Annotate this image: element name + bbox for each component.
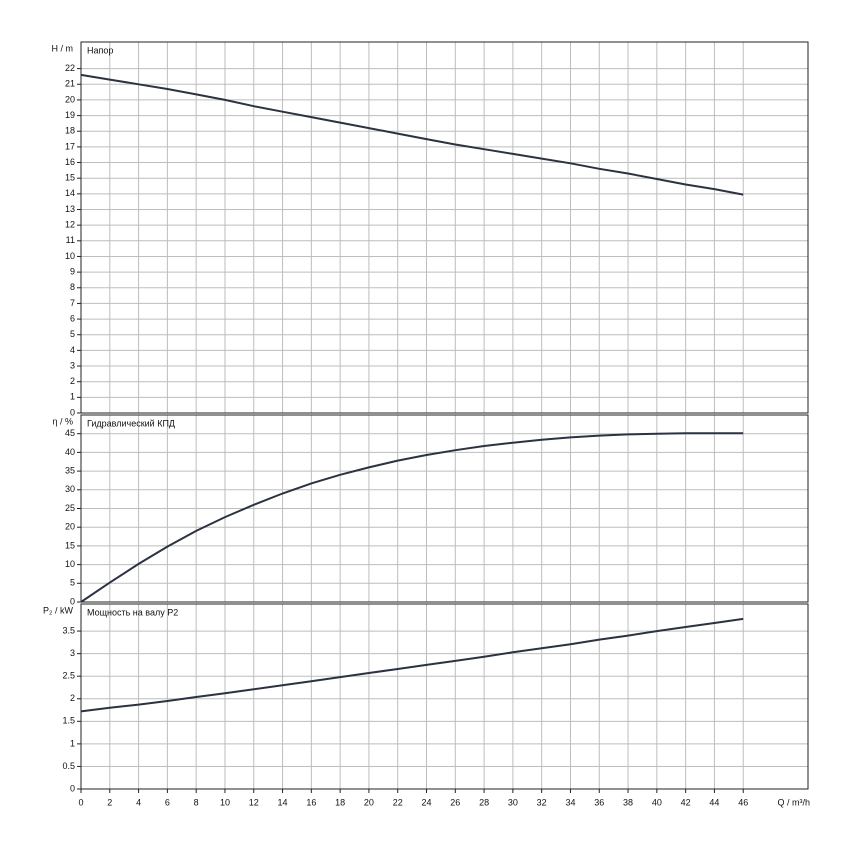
x-tick-label: 32 [537, 797, 547, 807]
y-tick-label: 2.5 [62, 671, 75, 681]
panel-title: Мощность на валу P2 [87, 607, 178, 617]
x-tick-label: 14 [278, 797, 288, 807]
y-axis-label: H / m [52, 43, 74, 53]
y-tick-label: 19 [65, 110, 75, 120]
y-tick-label: 15 [65, 173, 75, 183]
x-tick-label: 28 [479, 797, 489, 807]
y-tick-label: 16 [65, 157, 75, 167]
data-line [80, 432, 744, 603]
x-tick-label: 2 [107, 797, 112, 807]
x-tick-label: 44 [709, 797, 719, 807]
data-line [80, 617, 744, 713]
x-tick-label: 10 [220, 797, 230, 807]
y-tick-label: 0.5 [62, 761, 75, 771]
panel-title: Гидравлический КПД [87, 418, 175, 428]
x-tick-label: 26 [450, 797, 460, 807]
x-tick-label: 38 [623, 797, 633, 807]
y-tick-label: 20 [65, 94, 75, 104]
x-tick-label: 46 [738, 797, 748, 807]
y-tick-label: 1.5 [62, 716, 75, 726]
y-tick-label: 22 [65, 63, 75, 73]
y-tick-label: 11 [66, 235, 75, 245]
y-tick-label: 3.5 [62, 625, 75, 635]
y-tick-label: 25 [65, 503, 75, 513]
y-tick-label: 5 [70, 329, 75, 339]
plot-frame [80, 41, 809, 414]
x-tick-label: 40 [652, 797, 662, 807]
y-tick-label: 4 [70, 345, 75, 355]
x-tick-label: 8 [194, 797, 199, 807]
y-axis-label: η / % [52, 416, 73, 426]
y-tick-label: 12 [65, 220, 75, 230]
x-tick-label: 42 [681, 797, 691, 807]
y-tick-label: 14 [65, 188, 75, 198]
y-tick-label: 7 [70, 298, 75, 308]
x-tick-label: 36 [594, 797, 604, 807]
y-tick-label: 2 [70, 693, 75, 703]
y-tick-label: 45 [65, 428, 75, 438]
x-axis-label: Q / m³/h [777, 797, 810, 807]
y-tick-label: 17 [65, 141, 75, 151]
x-tick-label: 20 [364, 797, 374, 807]
plot-frame [80, 603, 809, 790]
y-tick-label: 0 [70, 783, 75, 793]
y-tick-label: 6 [70, 313, 75, 323]
x-tick-label: 18 [335, 797, 345, 807]
y-tick-label: 18 [65, 126, 75, 136]
x-tick-label: 30 [508, 797, 518, 807]
y-tick-label: 40 [65, 447, 75, 457]
y-tick-label: 5 [70, 578, 75, 588]
panel-title: Напор [87, 45, 113, 55]
x-tick-label: 24 [421, 797, 431, 807]
y-tick-label: 3 [70, 360, 75, 370]
x-tick-label: 6 [165, 797, 170, 807]
y-tick-label: 2 [70, 376, 75, 386]
y-tick-label: 8 [70, 282, 75, 292]
x-tick-label: 16 [306, 797, 316, 807]
y-tick-label: 3 [70, 648, 75, 658]
y-tick-label: 10 [65, 251, 75, 261]
x-tick-label: 34 [565, 797, 575, 807]
y-tick-label: 15 [65, 540, 75, 550]
y-tick-label: 10 [65, 559, 75, 569]
x-tick-label: 12 [249, 797, 259, 807]
y-tick-label: 20 [65, 522, 75, 532]
x-tick-label: 4 [136, 797, 141, 807]
y-tick-label: 35 [65, 465, 75, 475]
y-tick-label: 30 [65, 484, 75, 494]
y-tick-label: 1 [70, 738, 75, 748]
y-tick-label: 13 [65, 204, 75, 214]
y-tick-label: 1 [70, 392, 75, 402]
data-line [80, 73, 744, 196]
y-axis-label: P₂ / kW [43, 605, 73, 615]
x-tick-label: 0 [78, 797, 83, 807]
y-tick-label: 0 [70, 596, 75, 606]
y-tick-label: 21 [65, 79, 75, 89]
y-tick-label: 0 [70, 407, 75, 417]
y-tick-label: 9 [70, 266, 75, 276]
x-tick-label: 22 [393, 797, 403, 807]
